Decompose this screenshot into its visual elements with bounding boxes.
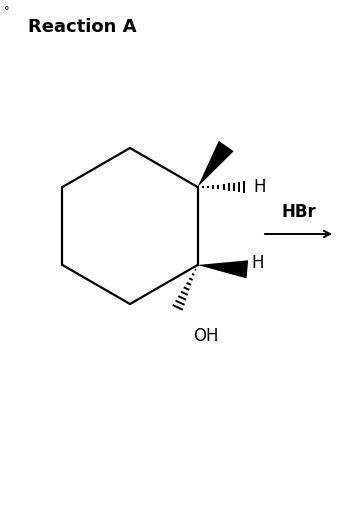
Text: H: H (253, 178, 266, 196)
Text: HBr: HBr (281, 203, 316, 221)
Text: OH: OH (193, 327, 218, 345)
Text: H: H (252, 254, 264, 272)
Polygon shape (197, 141, 234, 187)
Text: Reaction A: Reaction A (28, 18, 136, 36)
Text: °: ° (4, 6, 9, 16)
Polygon shape (197, 260, 248, 279)
